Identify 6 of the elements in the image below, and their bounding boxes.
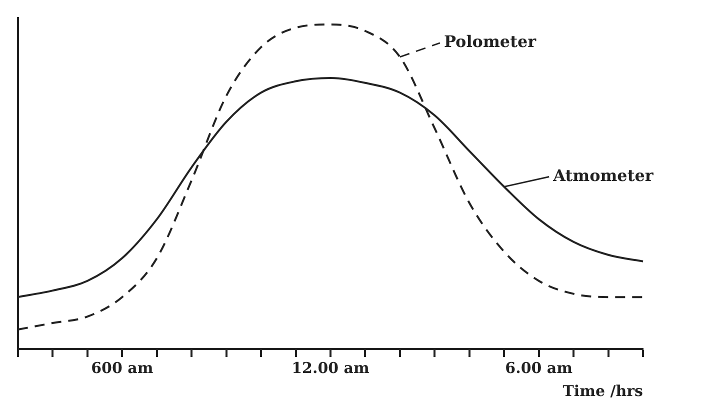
legend-label: Polometer xyxy=(444,32,537,52)
x-tick-label: 600 am xyxy=(91,358,154,377)
x-tick-label: 6.00 am xyxy=(505,358,573,377)
x-tick-label: 12.00 am xyxy=(292,358,370,377)
legend-label: Atmometer xyxy=(552,166,654,185)
x-axis-title: Time /hrs xyxy=(562,382,643,400)
